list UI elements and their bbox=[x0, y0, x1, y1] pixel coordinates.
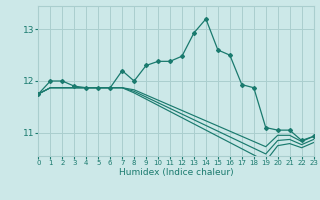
X-axis label: Humidex (Indice chaleur): Humidex (Indice chaleur) bbox=[119, 168, 233, 177]
